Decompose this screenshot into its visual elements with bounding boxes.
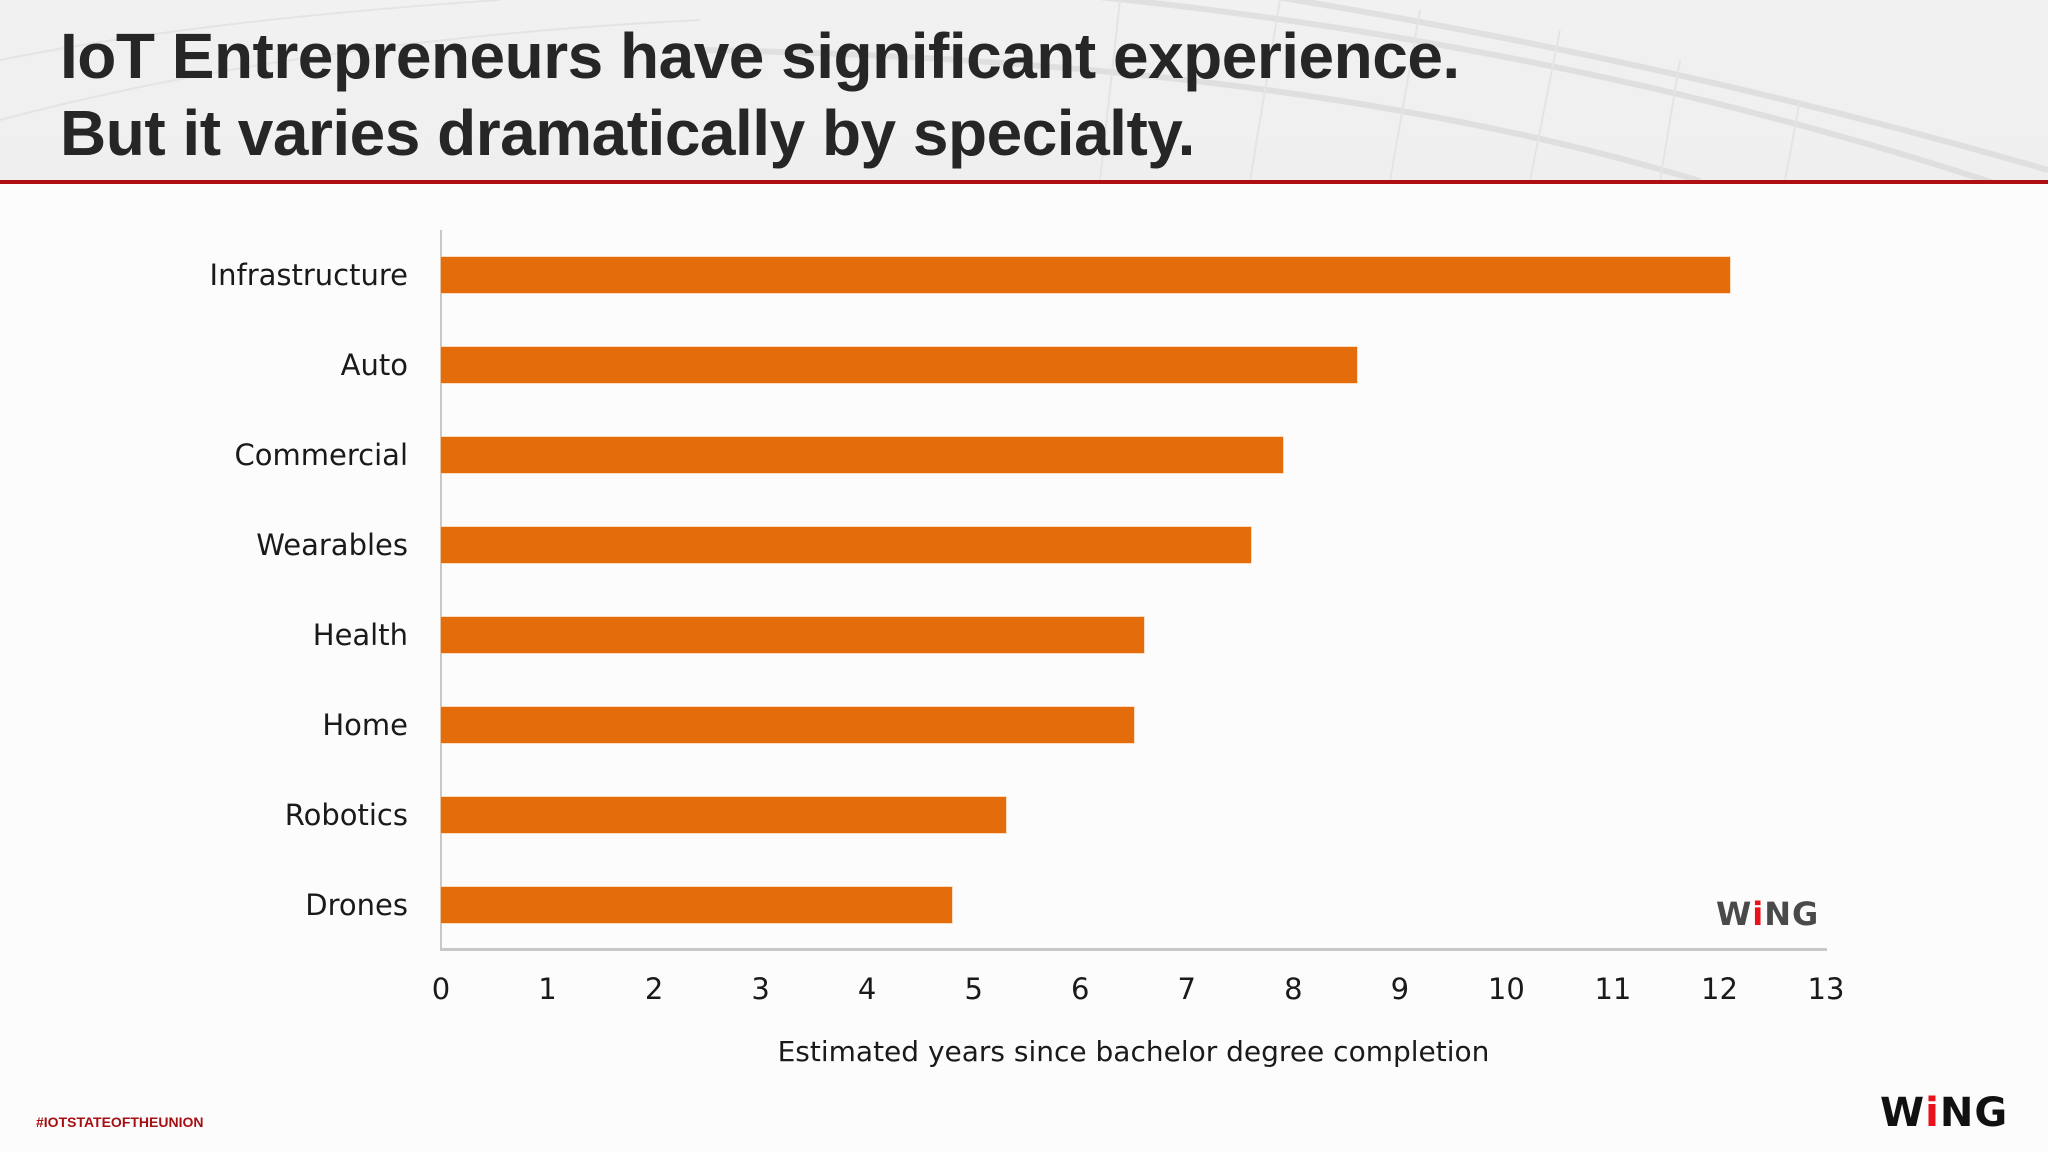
bar [441,527,1251,563]
bar [441,437,1283,473]
x-tick-label: 5 [964,972,983,1006]
header-divider [0,180,2048,184]
bar-row: Infrastructure [0,257,2048,293]
bar-row: Home [0,707,2048,743]
logo-text-ng: NG [1764,895,1820,933]
logo-text-i: i [1925,1090,1940,1136]
category-label: Auto [340,348,408,382]
chart-wing-logo: WiNG [1716,895,1819,933]
bar-row: Health [0,617,2048,653]
bar-row: Auto [0,347,2048,383]
category-label: Infrastructure [209,258,408,292]
title-line-2: But it varies dramatically by specialty. [60,97,1195,169]
category-label: Wearables [256,528,408,562]
x-tick-label: 3 [751,972,770,1006]
bar-row: Commercial [0,437,2048,473]
x-tick-label: 0 [431,972,451,1006]
logo-text-ng: NG [1939,1090,2009,1136]
category-label: Commercial [234,438,408,472]
slide-header: IoT Entrepreneurs have significant exper… [0,0,2048,181]
hashtag-footer: #IOTSTATEOFTHEUNION [36,1114,204,1130]
x-tick-label: 13 [1807,972,1845,1006]
logo-text-i: i [1752,895,1765,933]
bar [441,617,1144,653]
x-axis [440,948,1827,951]
x-tick-label: 4 [857,972,877,1006]
bar [441,257,1730,293]
category-label: Drones [305,888,408,922]
x-tick-label: 9 [1390,972,1410,1006]
x-tick-label: 7 [1177,972,1196,1006]
footer-wing-logo: WiNG [1880,1090,2008,1136]
category-label: Home [322,708,408,742]
x-tick-label: 6 [1070,972,1090,1006]
bar [441,347,1357,383]
x-axis-label: Estimated years since bachelor degree co… [777,1035,1490,1068]
x-tick-label: 2 [644,972,664,1006]
category-label: Health [312,618,408,652]
title-line-1: IoT Entrepreneurs have significant exper… [60,20,1460,92]
slide-title: IoT Entrepreneurs have significant exper… [60,18,1460,172]
bar-row: Drones [0,887,2048,923]
header-background-graphic [0,0,2048,181]
bar-row: Wearables [0,527,2048,563]
logo-text-w: W [1716,895,1753,933]
bar [441,797,1006,833]
x-tick-label: 10 [1487,972,1525,1006]
x-tick-label: 12 [1701,972,1738,1006]
x-tick-label: 1 [538,972,557,1006]
bar [441,887,952,923]
y-axis [440,230,442,950]
x-tick-label: 8 [1284,972,1303,1006]
logo-text-w: W [1880,1090,1926,1136]
category-label: Robotics [284,798,408,832]
bar [441,707,1134,743]
bar-row: Robotics [0,797,2048,833]
x-tick-label: 11 [1594,972,1632,1006]
